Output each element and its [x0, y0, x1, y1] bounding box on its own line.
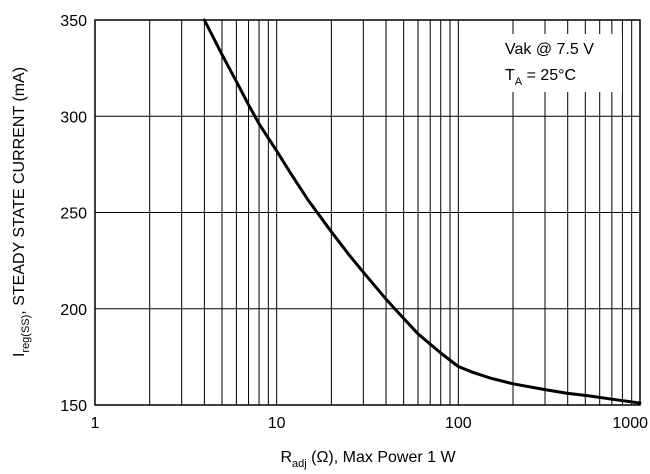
annotation-box: Vak @ 7.5 V TA = 25°C — [494, 34, 622, 92]
x-tick-label: 10 — [268, 415, 286, 432]
y-tick-labels: 150 200 250 300 350 — [60, 13, 87, 415]
x-axis-label-main: R — [280, 449, 292, 466]
annotation-temp-value: = 25°C — [522, 67, 576, 84]
x-tick-label: 1000 — [612, 415, 648, 432]
y-axis-label-subscript: reg(SS) — [20, 315, 32, 353]
annotation-background — [494, 34, 622, 92]
y-axis-label-rest: , STEADY STATE CURRENT (mA) — [11, 67, 28, 315]
x-axis-label: Radj (Ω), Max Power 1 W — [280, 449, 456, 470]
y-tick-label: 300 — [60, 109, 87, 126]
annotation-temp-subscript: A — [515, 76, 523, 88]
annotation-temp-symbol: T — [505, 67, 515, 84]
annotation-line-1: Vak @ 7.5 V — [505, 41, 594, 58]
plot-frame — [94, 19, 641, 406]
x-tick-labels: 1 10 100 1000 — [91, 415, 649, 432]
y-axis-label: Ireg(SS), STEADY STATE CURRENT (mA) — [11, 67, 32, 357]
y-tick-label: 200 — [60, 302, 87, 319]
x-tick-label: 1 — [91, 415, 100, 432]
y-axis-label-main: I — [11, 353, 28, 357]
series-line — [202, 18, 642, 405]
x-axis-label-subscript: adj — [292, 458, 307, 470]
x-tick-label: 100 — [445, 415, 472, 432]
annotation-line-2: TA = 25°C — [505, 67, 576, 88]
y-tick-label: 250 — [60, 206, 87, 223]
y-tick-label: 350 — [60, 13, 87, 30]
x-axis-label-rest: (Ω), Max Power 1 W — [307, 449, 457, 466]
y-tick-label: 150 — [60, 398, 87, 415]
